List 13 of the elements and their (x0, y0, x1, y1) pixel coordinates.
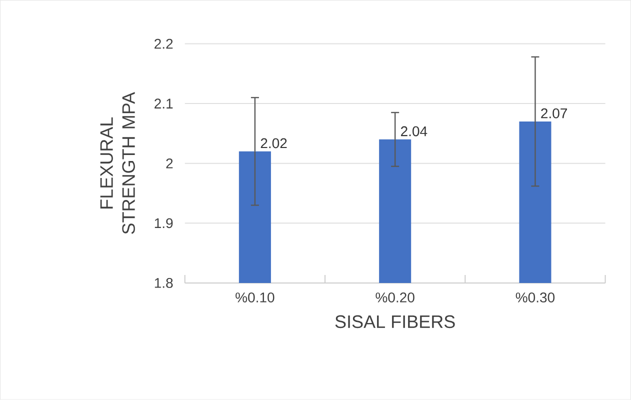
y-tick-label: 1.9 (154, 218, 173, 228)
data-label: 2.04 (400, 126, 428, 136)
x-tick-label: %0.20 (376, 292, 414, 303)
x-axis-title: SISAL FIBERS (335, 315, 455, 328)
x-tick-label: %0.30 (516, 292, 555, 303)
x-tick-label: %0.10 (236, 292, 274, 303)
data-label: 2.02 (260, 138, 287, 148)
y-tick-label: 2.1 (154, 98, 173, 109)
y-tick-label: 2.2 (154, 38, 173, 49)
data-label: 2.07 (541, 108, 567, 118)
y-axis-title: FLEXURAL STRENGTH MPA (100, 92, 135, 234)
y-tick-label: 2 (166, 158, 173, 168)
y-tick-label: 1.8 (154, 278, 173, 288)
